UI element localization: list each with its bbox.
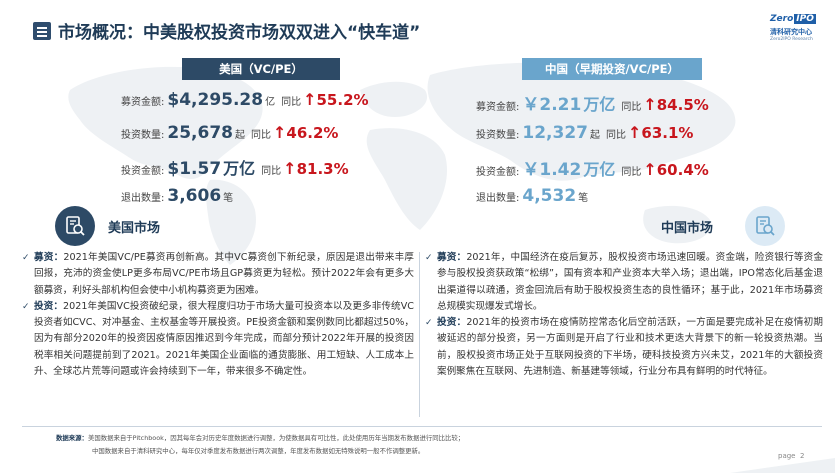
up-arrow-icon: ↑ xyxy=(643,160,657,179)
cn-para-investment: ✓ 投资：2021年的投资市场在疫情防控常态化后空前活跃，一方面是要完成补足在疫情… xyxy=(425,317,824,378)
up-arrow-icon: ↑ xyxy=(283,159,297,178)
check-icon: ✓ xyxy=(425,253,433,263)
us-market-icon xyxy=(55,206,95,246)
us-market-text: ✓ 募资：2021年美国VC/PE募资再创新高。其中VC募资创下新纪录，原因是退出… xyxy=(22,250,414,380)
up-arrow-icon: ↑ xyxy=(272,123,287,142)
corner-decoration xyxy=(730,458,835,473)
cn-market-icon xyxy=(745,206,785,246)
cn-market-text: ✓ 募资：2021年，中国经济在疫后复苏，股权投资市场迅速回暖。资金端，险资银行等… xyxy=(425,250,823,380)
page-title: 市场概况：中美股权投资市场双双进入“快车道” xyxy=(58,23,421,43)
us-stat-deal-count: 投资数量: 25,678 起 同比 ↑ 46.2% xyxy=(121,123,339,143)
cn-para-fundraising: ✓ 募资：2021年，中国经济在疫后复苏，股权投资市场迅速回暖。资金端，险资银行等… xyxy=(425,252,824,312)
us-stat-exit-count: 退出数量: 3,606 笔 xyxy=(121,186,234,206)
cn-section-heading: 中国（早期投资/VC/PE） xyxy=(522,58,702,80)
us-stat-fundraising: 募资金额: $4,295.28 亿 同比 ↑ 55.2% xyxy=(121,90,369,110)
cn-market-title: 中国市场 xyxy=(661,221,714,236)
footer-divider xyxy=(22,426,822,427)
up-arrow-icon: ↑ xyxy=(303,90,317,109)
us-section-heading: 美国（VC/PE） xyxy=(182,58,340,80)
source-note-us: 数据来源：美国数据来自于Pitchbook，因其每年会对历史年度数据进行调整，为… xyxy=(56,434,465,442)
check-icon: ✓ xyxy=(22,301,30,312)
report-search-icon xyxy=(756,216,775,236)
up-arrow-icon: ↑ xyxy=(627,123,642,142)
us-market-title: 美国市场 xyxy=(108,221,161,236)
us-stat-investment-amount: 投资金额: $1.57 万亿 同比 ↑ 81.3% xyxy=(121,159,349,179)
cn-stat-exit-count: 退出数量: 4,532 笔 xyxy=(476,186,589,206)
logo-brand: Zero xyxy=(770,14,794,24)
source-note-cn: 中国数据来自于清科研究中心，每年仅对季度发布数据进行两次调整，年度发布数据如无特… xyxy=(92,447,425,455)
logo-brand-box: IPO xyxy=(794,14,816,24)
logo-cn-name: 清科研究中心 xyxy=(770,28,812,36)
logo-en-name: Zero2IPO Research xyxy=(770,37,813,42)
report-search-icon xyxy=(66,216,85,236)
cn-stat-investment-amount: 投资金额: ￥1.42 万亿 同比 ↑ 60.4% xyxy=(476,160,709,180)
world-map-background xyxy=(68,62,736,265)
us-para-fundraising: ✓ 募资：2021年美国VC/PE募资再创新高。其中VC募资创下新纪录，原因是退出… xyxy=(22,252,414,296)
check-icon: ✓ xyxy=(22,253,30,263)
check-icon: ✓ xyxy=(425,318,433,329)
us-para-investment: ✓ 投资：2021年美国VC投资破纪录，很大程度归功于市场大量可投资本以及更多非传… xyxy=(22,300,414,378)
up-arrow-icon: ↑ xyxy=(643,95,657,114)
zero2ipo-logo: Zero IPO 清科研究中心 Zero2IPO Research xyxy=(770,14,822,50)
page-number: page 2 xyxy=(778,452,805,460)
cn-stat-deal-count: 投资数量: 12,327 起 同比 ↑ 63.1% xyxy=(476,123,694,143)
cn-stat-fundraising: 募资金额: ￥2.21 万亿 同比 ↑ 84.5% xyxy=(476,95,709,115)
column-divider xyxy=(419,252,420,417)
menu-icon[interactable] xyxy=(33,22,51,40)
